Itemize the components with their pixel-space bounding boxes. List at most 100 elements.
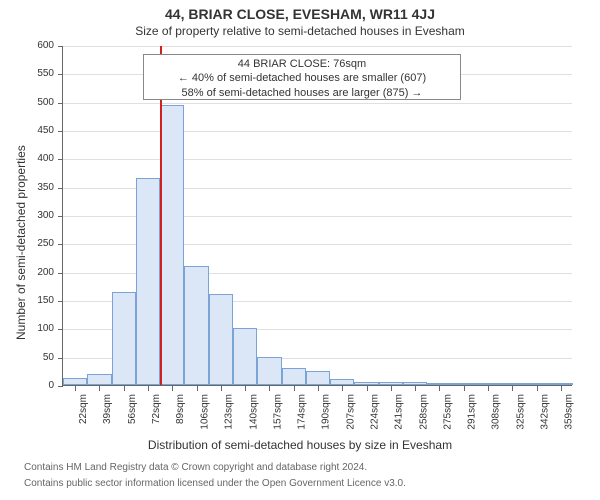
histogram-bar	[233, 328, 257, 385]
x-tick-label: 174sqm	[297, 394, 308, 430]
y-tick-label: 450	[14, 125, 54, 136]
x-tick	[439, 386, 440, 391]
y-gridline	[63, 131, 572, 132]
histogram-bar	[452, 383, 476, 385]
histogram-bar	[112, 292, 136, 386]
x-tick	[269, 386, 270, 391]
y-gridline	[63, 103, 572, 104]
x-tick	[537, 386, 538, 391]
histogram-bar	[184, 266, 208, 385]
x-tick-label: 72sqm	[151, 394, 162, 424]
x-tick-label: 325sqm	[515, 394, 526, 430]
histogram-bar	[209, 294, 233, 385]
y-tick	[58, 329, 63, 330]
y-tick-label: 150	[14, 295, 54, 306]
x-tick-label: 241sqm	[394, 394, 405, 430]
histogram-bar	[136, 178, 160, 385]
histogram-bar	[160, 105, 184, 386]
x-tick-label: 22sqm	[78, 394, 89, 424]
y-tick-label: 50	[14, 352, 54, 363]
annotation-line: 58% of semi-detached houses are larger (…	[148, 86, 456, 100]
histogram-bar	[427, 383, 451, 385]
x-tick	[148, 386, 149, 391]
y-tick	[58, 46, 63, 47]
x-tick	[124, 386, 125, 391]
y-tick	[58, 358, 63, 359]
x-tick	[245, 386, 246, 391]
x-tick-label: 123sqm	[224, 394, 235, 430]
y-tick-label: 300	[14, 210, 54, 221]
histogram-bar	[282, 368, 306, 385]
x-tick-label: 291sqm	[467, 394, 478, 430]
x-tick	[172, 386, 173, 391]
x-tick-label: 140sqm	[248, 394, 259, 430]
x-tick-label: 359sqm	[564, 394, 575, 430]
x-tick	[75, 386, 76, 391]
plot-area: 44 BRIAR CLOSE: 76sqm← 40% of semi-detac…	[62, 46, 572, 386]
y-tick-label: 350	[14, 182, 54, 193]
x-tick-label: 275sqm	[442, 394, 453, 430]
x-tick-label: 190sqm	[321, 394, 332, 430]
y-tick	[58, 188, 63, 189]
footer-line-1: Contains HM Land Registry data © Crown c…	[0, 462, 600, 473]
histogram-bar	[379, 382, 403, 385]
histogram-bar	[354, 382, 378, 385]
x-tick	[318, 386, 319, 391]
x-tick-label: 56sqm	[127, 394, 138, 424]
annotation-box: 44 BRIAR CLOSE: 76sqm← 40% of semi-detac…	[143, 54, 461, 100]
y-tick	[58, 386, 63, 387]
y-tick	[58, 103, 63, 104]
x-tick-label: 157sqm	[272, 394, 283, 430]
chart-title: 44, BRIAR CLOSE, EVESHAM, WR11 4JJ	[0, 6, 600, 22]
y-tick	[58, 244, 63, 245]
y-gridline	[63, 159, 572, 160]
x-tick-label: 308sqm	[491, 394, 502, 430]
histogram-bar	[403, 382, 427, 385]
x-tick	[197, 386, 198, 391]
histogram-bar	[87, 374, 111, 385]
x-tick-label: 106sqm	[200, 394, 211, 430]
y-tick	[58, 216, 63, 217]
x-tick-label: 258sqm	[418, 394, 429, 430]
x-tick	[391, 386, 392, 391]
y-tick-label: 600	[14, 40, 54, 51]
y-tick-label: 400	[14, 153, 54, 164]
x-tick	[488, 386, 489, 391]
x-tick-label: 224sqm	[370, 394, 381, 430]
x-tick	[367, 386, 368, 391]
histogram-bar	[549, 383, 573, 385]
y-tick-label: 200	[14, 267, 54, 278]
y-tick-label: 500	[14, 97, 54, 108]
x-tick-label: 207sqm	[345, 394, 356, 430]
x-tick	[221, 386, 222, 391]
x-tick	[99, 386, 100, 391]
x-tick	[512, 386, 513, 391]
x-tick-label: 39sqm	[102, 394, 113, 424]
chart-subtitle: Size of property relative to semi-detach…	[0, 24, 600, 38]
x-tick	[464, 386, 465, 391]
x-tick-label: 89sqm	[175, 394, 186, 424]
annotation-line: ← 40% of semi-detached houses are smalle…	[148, 71, 456, 85]
x-tick-label: 342sqm	[540, 394, 551, 430]
y-tick	[58, 301, 63, 302]
chart-container: 44, BRIAR CLOSE, EVESHAM, WR11 4JJ Size …	[0, 0, 600, 500]
y-tick	[58, 159, 63, 160]
x-tick	[561, 386, 562, 391]
y-tick-label: 100	[14, 323, 54, 334]
y-tick	[58, 273, 63, 274]
histogram-bar	[306, 371, 330, 385]
footer-line-2: Contains public sector information licen…	[0, 478, 600, 489]
y-tick-label: 0	[14, 380, 54, 391]
y-gridline	[63, 46, 572, 47]
histogram-bar	[257, 357, 281, 385]
histogram-bar	[524, 383, 548, 385]
x-tick	[342, 386, 343, 391]
y-tick-label: 550	[14, 68, 54, 79]
x-axis-label: Distribution of semi-detached houses by …	[0, 438, 600, 452]
histogram-bar	[63, 378, 87, 385]
histogram-bar	[330, 379, 354, 385]
x-tick	[294, 386, 295, 391]
annotation-line: 44 BRIAR CLOSE: 76sqm	[148, 57, 456, 71]
x-tick	[415, 386, 416, 391]
y-tick-label: 250	[14, 238, 54, 249]
